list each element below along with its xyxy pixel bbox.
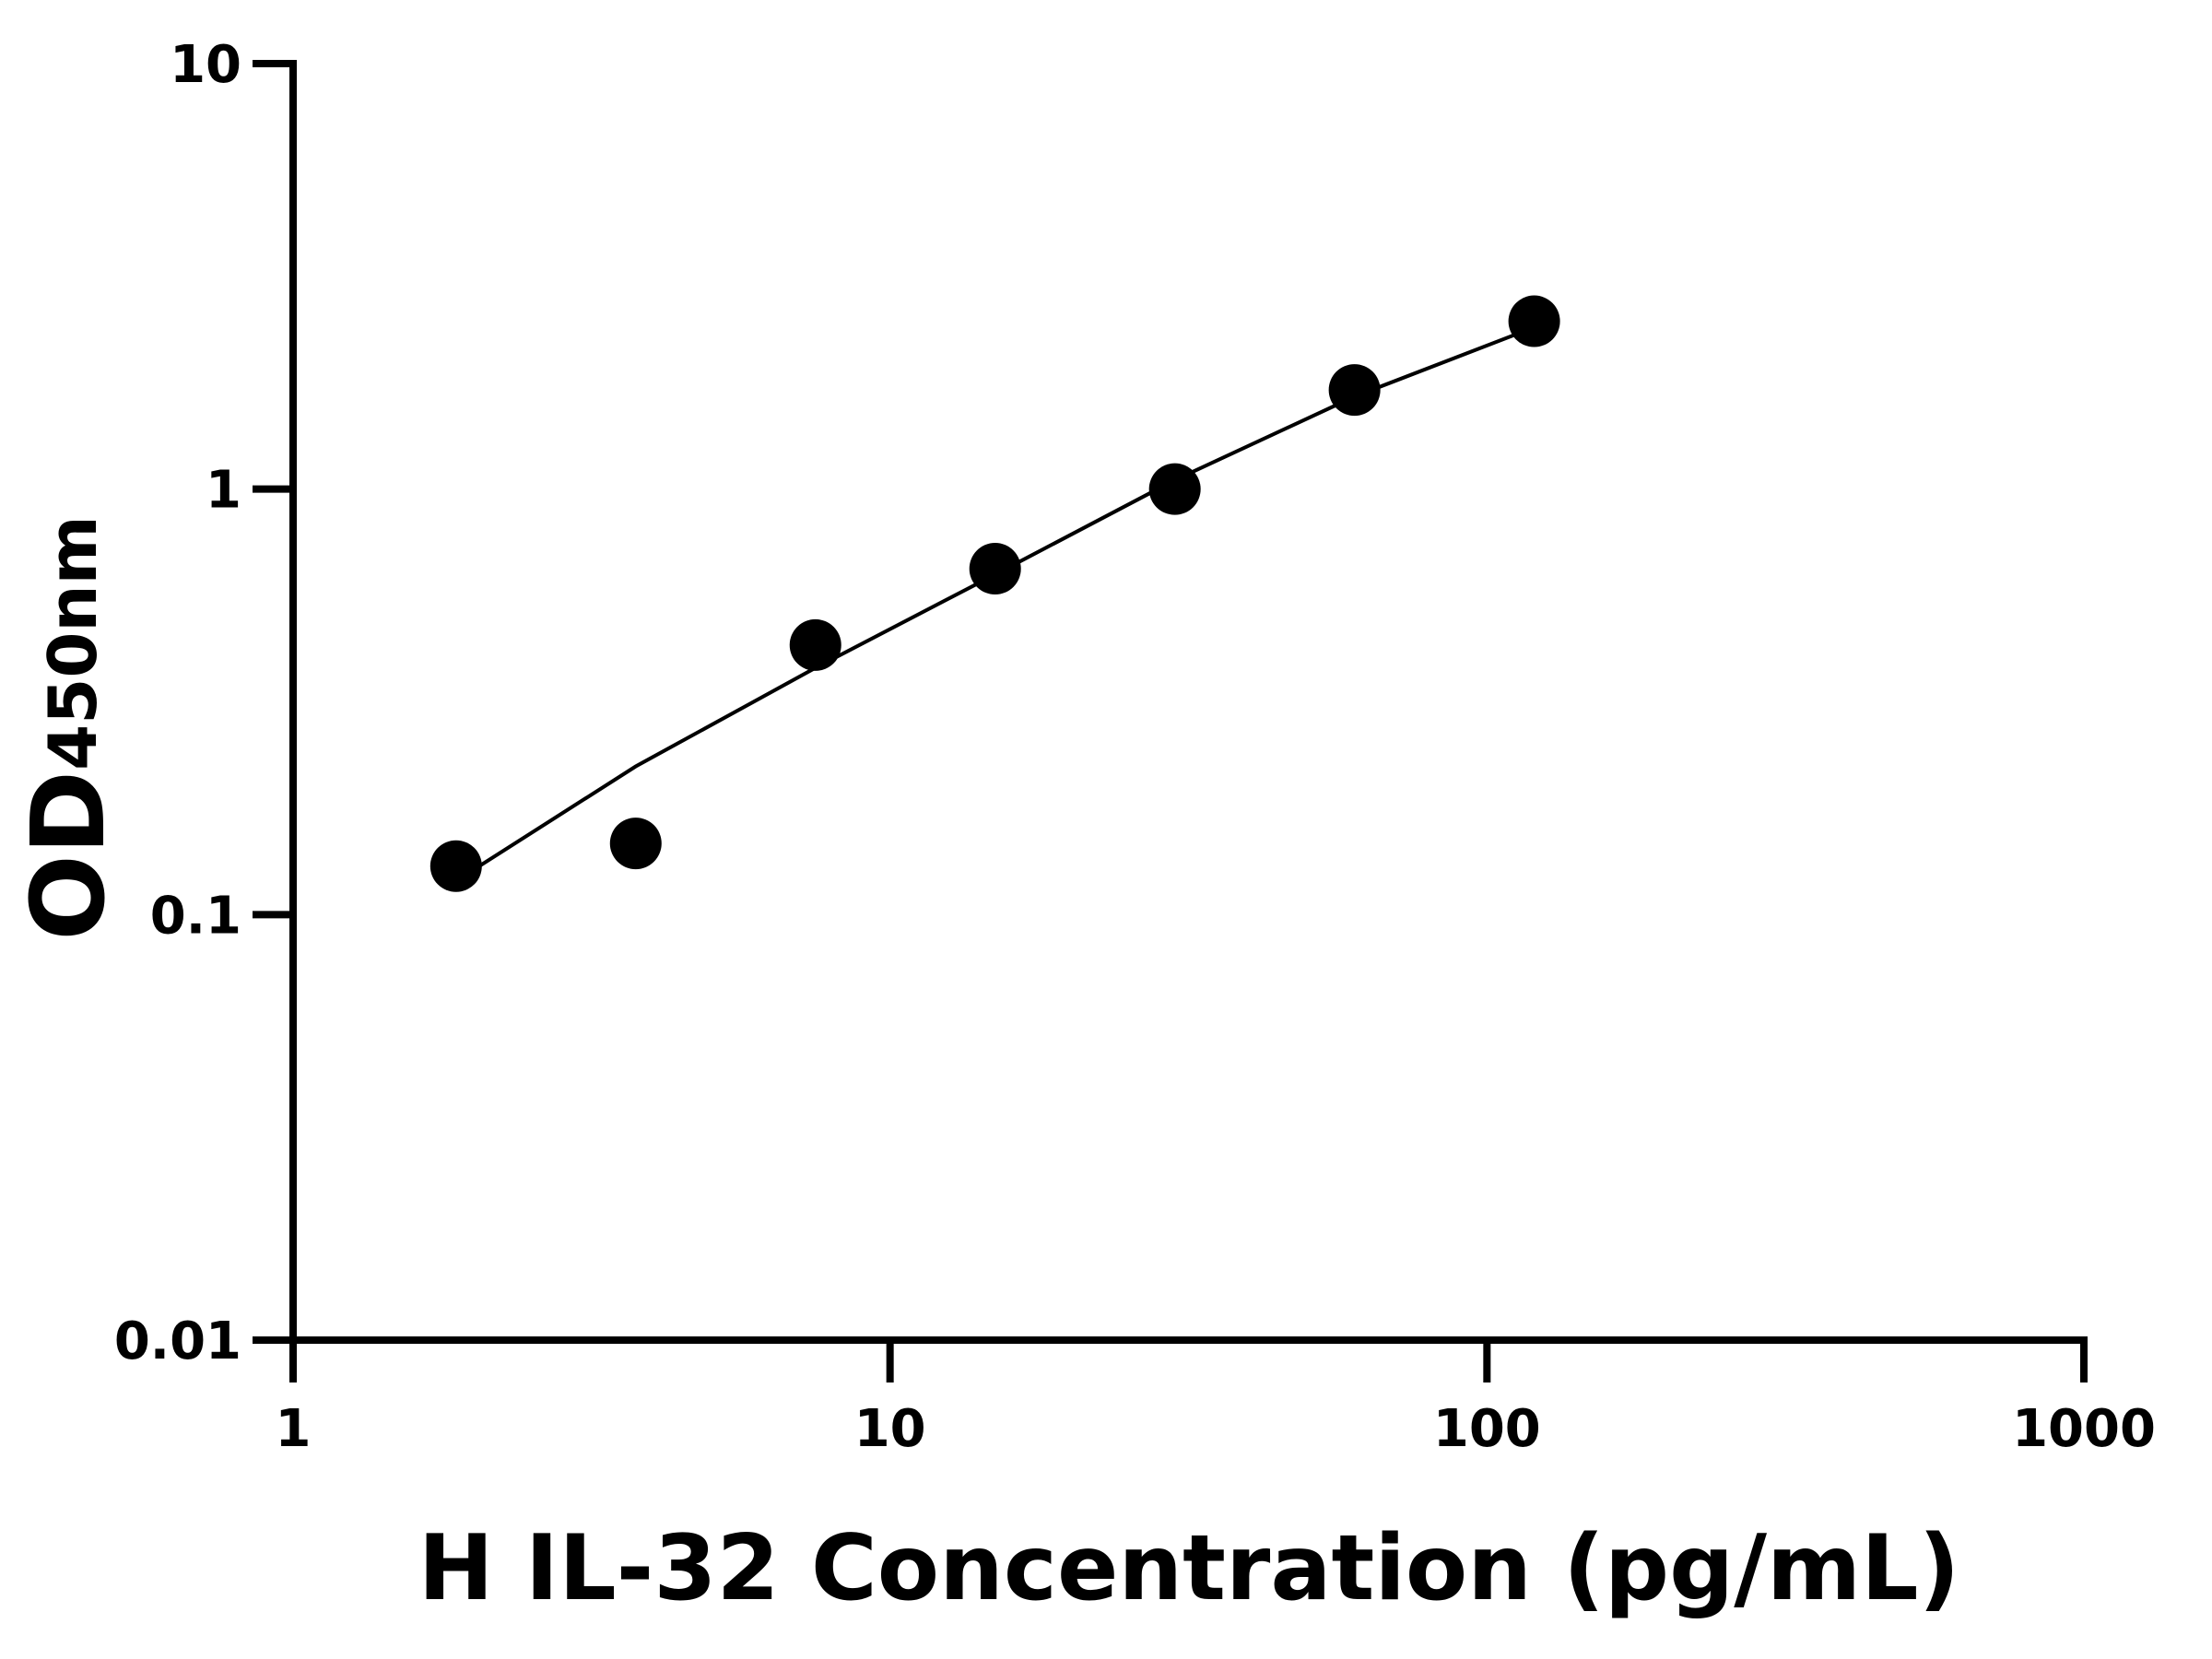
- fit-curve: [454, 325, 1535, 883]
- y-tick-label: 0.01: [114, 1312, 241, 1371]
- x-axis-title: H IL-32 Concentration (pg/mL): [418, 1516, 1960, 1621]
- data-point: [429, 840, 482, 892]
- data-point: [1508, 295, 1560, 347]
- data-point: [609, 818, 662, 870]
- data-point: [789, 618, 841, 671]
- y-axis-title-main: OD: [9, 771, 127, 941]
- x-tick-label: 10: [854, 1399, 926, 1459]
- x-tick-label: 1: [276, 1399, 312, 1459]
- y-axis-title-sub: 450nm: [34, 515, 112, 771]
- x-tick-label: 100: [1433, 1399, 1541, 1459]
- y-tick-label: 10: [170, 35, 241, 95]
- x-tick-label: 1000: [2012, 1399, 2156, 1459]
- y-axis-title: OD450nm: [9, 515, 127, 940]
- y-tick-label: 0.1: [150, 886, 241, 946]
- data-point: [1148, 463, 1201, 515]
- data-point: [969, 543, 1021, 595]
- data-point: [1328, 364, 1381, 417]
- y-tick-label: 1: [206, 461, 241, 521]
